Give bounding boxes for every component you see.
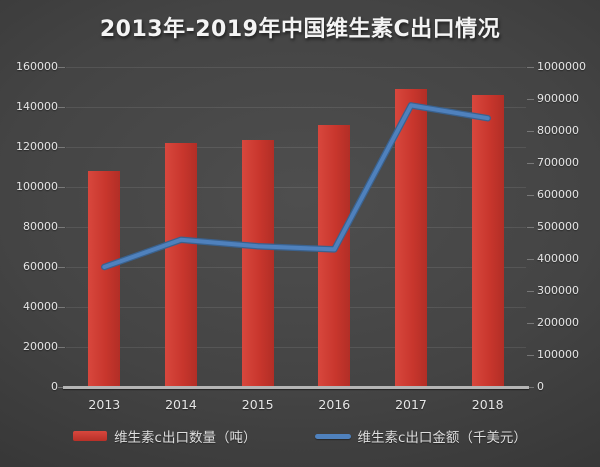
bar-series-swatch [73, 431, 108, 441]
left-axis-tick [58, 266, 65, 268]
line-series-swatch [314, 433, 351, 439]
left-axis-tick-label: 100000 [16, 180, 58, 193]
left-axis-tick [58, 226, 65, 228]
bar-2015 [241, 140, 274, 387]
right-axis-tick [527, 194, 534, 196]
left-axis-tick [58, 106, 65, 108]
gridline [66, 66, 526, 68]
bar-2014 [165, 143, 197, 387]
left-axis-tick [58, 346, 65, 348]
gridline [66, 186, 526, 188]
gridline [66, 306, 526, 308]
left-axis-tick-label: 140000 [16, 100, 58, 113]
right-axis-tick [527, 162, 534, 164]
bar-2013 [88, 171, 121, 387]
left-axis-tick-label: 80000 [23, 220, 58, 233]
right-axis-tick [527, 66, 534, 68]
left-axis-tick [58, 66, 65, 68]
right-axis-tick-label: 100000 [537, 348, 579, 361]
left-axis-tick [58, 306, 65, 308]
bar-2017 [395, 89, 427, 387]
x-axis-label-2018: 2018 [471, 397, 504, 412]
gridline [66, 266, 526, 268]
right-axis-tick-label: 900000 [537, 92, 579, 105]
left-axis-tick-label: 20000 [23, 340, 58, 353]
left-axis-tick-label: 60000 [23, 260, 58, 273]
legend: 维生素c出口数量（吨） 维生素c出口金额（千美元） [0, 425, 600, 447]
gridline [66, 226, 526, 228]
left-axis-tick [58, 386, 65, 388]
right-axis-tick-label: 500000 [537, 220, 579, 233]
x-axis-label-2014: 2014 [165, 397, 197, 412]
right-axis-tick [527, 98, 534, 100]
x-axis-line [63, 386, 529, 389]
bar-2018 [471, 95, 504, 387]
left-axis-tick-label: 40000 [23, 300, 58, 313]
left-axis-tick-label: 0 [51, 380, 58, 393]
legend-label: 维生素c出口金额（千美元） [357, 430, 527, 446]
right-axis-tick-label: 600000 [537, 188, 579, 201]
bar-2016 [318, 125, 351, 387]
right-axis-tick [527, 258, 534, 260]
right-axis-tick [527, 354, 534, 356]
gridline [66, 106, 526, 108]
right-axis-tick-label: 1000000 [537, 60, 586, 73]
legend-item-value: 维生素c出口金额（千美元） [314, 426, 527, 446]
x-axis-label-2013: 2013 [88, 397, 121, 412]
right-axis-tick-label: 0 [537, 380, 544, 393]
legend-label: 维生素c出口数量（吨） [114, 430, 257, 446]
right-axis-tick-label: 400000 [537, 252, 579, 265]
right-axis-tick [527, 386, 534, 388]
x-axis-label-2015: 2015 [241, 397, 274, 412]
chart-title: 2013年-2019年中国维生素C出口情况 [99, 17, 501, 42]
right-axis-tick-label: 700000 [537, 156, 579, 169]
gridline [66, 346, 526, 348]
gridline [66, 146, 526, 148]
left-axis-tick-label: 160000 [16, 60, 58, 73]
left-axis-tick-label: 120000 [16, 140, 58, 153]
x-axis-label-2016: 2016 [318, 397, 351, 412]
right-axis-tick-label: 300000 [537, 284, 579, 297]
right-axis-tick [527, 226, 534, 228]
right-axis-tick [527, 130, 534, 132]
left-axis-tick [58, 186, 65, 188]
right-axis-tick [527, 290, 534, 292]
right-axis-tick-label: 800000 [537, 124, 579, 137]
left-axis-tick [58, 146, 65, 148]
right-axis-tick [527, 322, 534, 324]
legend-item-quantity: 维生素c出口数量（吨） [73, 426, 257, 446]
right-axis-tick-label: 200000 [537, 316, 579, 329]
x-axis-label-2017: 2017 [395, 397, 427, 412]
